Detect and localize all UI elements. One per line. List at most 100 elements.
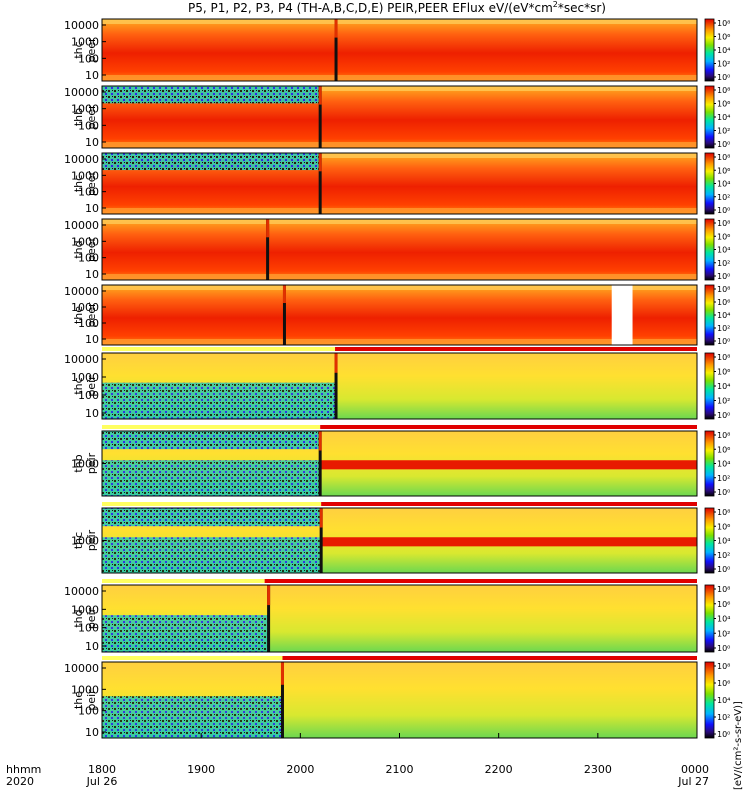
spectrogram-body [102,19,697,81]
y-tick-label: 10 [85,407,99,420]
colorbar-tick-label: 10⁶ [717,33,730,42]
high-energy-band [102,285,697,290]
event-marker-line [266,219,270,280]
y-tick-label: 10000 [64,662,99,675]
colorbar [704,584,715,653]
colorbar-tick-label: 10⁴ [717,113,730,122]
x-tick-label: 1900 [187,763,215,776]
event-marker-line [334,353,338,419]
y-tick-label: 1000 [71,36,99,49]
ion-flux-band [320,460,697,470]
panel-probe-label: thb [72,108,85,126]
colorbar-tick-label: 10⁸ [717,431,730,440]
colorbar-tick-label: 10⁴ [717,46,730,55]
y-tick-label: 10 [85,268,99,281]
panel-instrument-label: peer [85,104,98,130]
colorbar [704,284,715,346]
event-marker-cap [318,153,322,172]
event-marker-line [267,585,271,652]
colorbar-tick-label: 10⁴ [717,460,730,469]
x-tick-label: 2200 [485,763,513,776]
y-tick-label: 1000 [71,683,99,696]
x-tick-label: 2000 [286,763,314,776]
colorbar [704,352,715,420]
pre-event-low-counts [102,696,283,738]
pre-event-low-counts [102,460,321,496]
colorbar-tick-label: 10² [717,629,730,638]
mode-bar-fast-survey [102,579,265,583]
event-marker-line [318,86,322,148]
colorbar-tick-label: 10⁴ [717,696,730,705]
mode-bar-slow-survey [264,579,697,583]
panel-probe-label: the [72,306,85,324]
y-tick-label: 100 [78,317,99,330]
colorbar-tick-label: 10² [717,60,730,69]
panel-probe-label: thb [72,454,85,472]
colorbar-tick-label: 10⁴ [717,311,730,320]
panel-probe-label: thc [72,377,85,394]
colorbar-tick-label: 10⁴ [717,246,730,255]
panel-instrument-label: peir [85,452,98,474]
panel-instrument-label: peir [85,607,98,629]
panel-6: thc peir 10000 1000 100 10 10⁰ 10² 10⁴ 10⁶ 10⁸ [64,347,730,420]
colorbar-tick-label: 10⁰ [717,206,730,215]
colorbar-tick-label: 10² [717,127,730,136]
panel-probe-label: thc [72,532,85,549]
panel-frame [101,218,698,281]
y-tick-label: 10000 [64,219,99,232]
event-marker-cap [318,86,322,105]
event-marker-cap [319,508,323,528]
y-tick-label: 1000 [71,235,99,248]
event-marker-line [334,19,338,81]
panel-10: the peir 10000 1000 100 10 10⁰ 10² 10⁴ 10⁶ 10⁸ [64,656,730,739]
colorbar-tick-label: 10⁴ [717,537,730,546]
colorbar-tick-label: 10⁰ [717,272,730,281]
panel-3: thc peer 10000 1000 100 10 10⁰ 10² 10⁴ 10⁶ 10⁸ [64,152,730,215]
colorbar-tick-label: 10⁰ [717,411,730,420]
panel-frame [101,284,698,346]
spectrogram-body [102,285,697,345]
colorbar-tick-label: 10⁸ [717,86,730,95]
y-tick-label: 10 [85,69,99,82]
x-tick-label: 2100 [386,763,414,776]
mode-bar-slow-survey [320,425,697,429]
mode-bar-slow-survey [335,347,697,351]
x-tick-date-label: Jul 26 [86,775,118,788]
y-tick-label: 10000 [64,353,99,366]
colorbar-tick-label: 10⁸ [717,219,730,228]
mode-bar-slow-survey [282,656,697,660]
y-tick-label: 100 [78,119,99,132]
colorbar-tick-label: 10⁴ [717,615,730,624]
colorbar [704,152,715,215]
low-energy-band [102,208,697,214]
low-energy-band [102,142,697,148]
mode-bar-fast-survey [102,656,283,660]
event-marker-cap [318,431,322,451]
ion-flux-band [321,537,697,547]
panel-instrument-label: peer [85,37,98,63]
panel-probe-label: thc [72,41,85,58]
y-tick-label: 10 [85,202,99,215]
y-tick-label: 10000 [64,153,99,166]
x-tick-date-label: Jul 27 [677,775,709,788]
y-tick-label: 10000 [64,19,99,32]
x-tick-label: 2300 [584,763,612,776]
y-tick-label: 10000 [64,585,99,598]
y-tick-label: 1000 [71,603,99,616]
colorbar-tick-label: 10⁸ [717,662,730,671]
event-marker-line [280,662,284,738]
pre-event-low-counts [102,615,269,652]
high-energy-band [102,86,697,91]
colorbar-tick-label: 10² [717,551,730,560]
high-energy-band [102,153,697,158]
colorbar-tick-label: 10⁸ [717,353,730,362]
pre-event-noise [102,508,322,527]
panel-1: thc peer 10000 1000 100 10 10⁰ 10² 10⁴ 10⁶ 10⁸ [64,18,730,82]
x-axis-label-year: 2020 [6,775,34,788]
x-axis-label-hhmm: hhmm [6,763,41,776]
y-tick-label: 100 [78,622,99,635]
colorbar-tick-label: 10⁶ [717,298,730,307]
colorbar-tick-label: 10² [717,259,730,268]
